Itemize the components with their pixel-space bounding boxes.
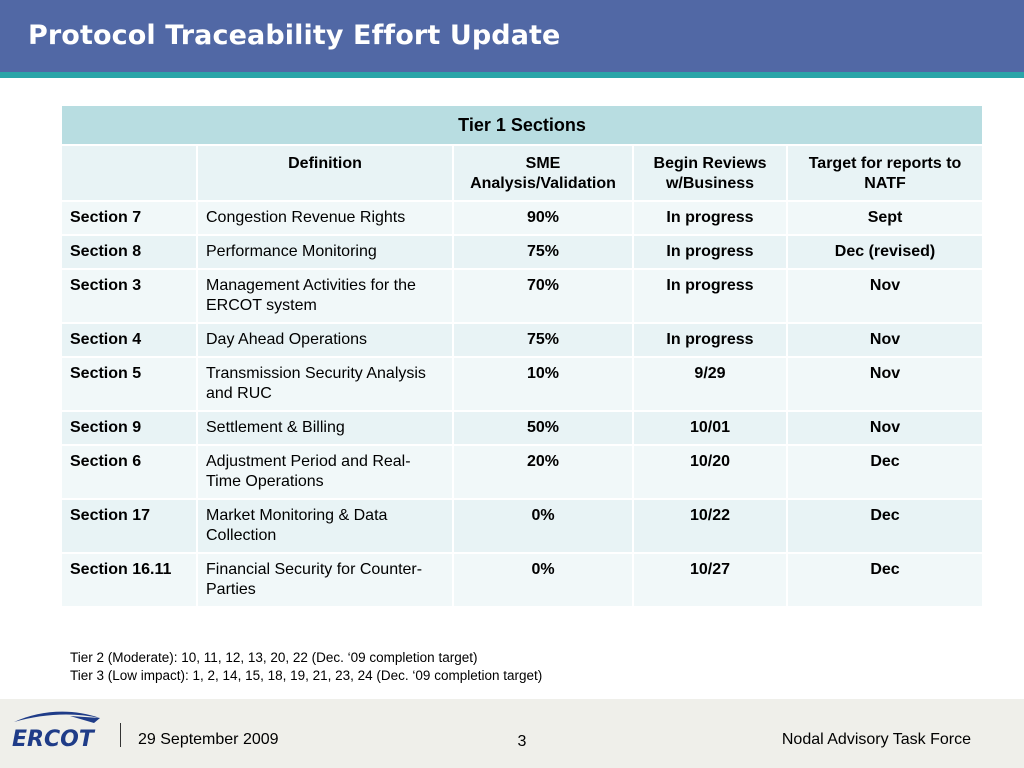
review-cell: 10/27 [632,552,788,608]
definition-cell: Management Activities for the ERCOT syst… [196,268,454,324]
sme-cell: 0% [452,498,634,554]
sme-cell: 90% [452,200,634,236]
tier3-note: Tier 3 (Low impact): 1, 2, 14, 15, 18, 1… [70,668,543,683]
sme-cell: 10% [452,356,634,412]
column-header [60,144,198,202]
sme-cell: 70% [452,268,634,324]
definition-cell: Settlement & Billing [196,410,454,446]
tier1-table: Tier 1 Sections Definition SME Analysis/… [59,104,985,608]
sme-cell: 0% [452,552,634,608]
definition-cell: Financial Security for Counter-Parties [196,552,454,608]
table-row: Section 7 Congestion Revenue Rights 90% In … [60,200,985,236]
section-cell: Section 3 [60,268,198,324]
review-cell: 10/20 [632,444,788,500]
slide-title: Protocol Traceability Effort Update [28,20,561,51]
table-row: Section 4 Day Ahead Operations 75% In progr… [60,322,985,358]
definition-cell: Congestion Revenue Rights [196,200,454,236]
table-row: Section 8 Performance Monitoring 75% In pro… [60,234,985,270]
target-cell: Nov [785,410,985,446]
page-number: 3 [517,733,527,750]
section-cell: Section 9 [60,410,198,446]
review-cell: 10/22 [632,498,788,554]
review-cell: In progress [632,234,788,270]
target-cell: Nov [785,268,985,324]
slide-header [0,0,1024,72]
sme-cell: 50% [452,410,634,446]
definition-cell: Market Monitoring & Data Collection [196,498,454,554]
definition-cell: Adjustment Period and Real-Time Operatio… [196,444,454,500]
table-row: Section 16.11 Financial Security for Coun… [60,552,985,608]
column-header: Definition [196,144,454,202]
section-cell: Section 5 [60,356,198,412]
section-cell: Section 17 [60,498,198,554]
sme-cell: 75% [452,234,634,270]
table-row: Section 9 Settlement & Billing 50% 10/01 Nov [60,410,985,446]
definition-cell: Performance Monitoring [196,234,454,270]
ercot-logo: ERCOT [10,708,104,757]
table-row: Section 6 Adjustment Period and Real-Time… [60,444,985,500]
header-stripe [0,72,1024,78]
logo-wordmark: ERCOT [12,727,96,752]
sme-cell: 75% [452,322,634,358]
definition-cell: Day Ahead Operations [196,322,454,358]
section-cell: Section 7 [60,200,198,236]
section-cell: Section 16.11 [60,552,198,608]
target-cell: Sept [785,200,985,236]
target-cell: Nov [785,356,985,412]
sme-cell: 20% [452,444,634,500]
review-cell: In progress [632,268,788,324]
footer-divider [120,723,121,747]
target-cell: Nov [785,322,985,358]
slide-footer [0,699,1024,768]
column-header: SME Analysis/Validation [452,144,634,202]
footer-organization: Nodal Advisory Task Force [781,731,971,748]
tier-notes: Tier 2 (Moderate): 10, 11, 12, 13, 20, 2… [70,649,542,685]
table-caption: Tier 1 Sections [59,104,985,146]
review-cell: In progress [632,200,788,236]
table-row: Section 3 Management Activities for the E… [60,268,985,324]
tier2-note: Tier 2 (Moderate): 10, 11, 12, 13, 20, 2… [70,650,478,665]
target-cell: Dec [785,444,985,500]
definition-cell: Transmission Security Analysis and RUC [196,356,454,412]
section-cell: Section 8 [60,234,198,270]
table-row: Section 17 Market Monitoring & Data Colle… [60,498,985,554]
review-cell: In progress [632,322,788,358]
review-cell: 10/01 [632,410,788,446]
table-row: Section 5 Transmission Security Analysis … [60,356,985,412]
target-cell: Dec [785,552,985,608]
column-header: Target for reports to NATF [785,144,985,202]
column-header: Begin Reviews w/Business [632,144,788,202]
section-cell: Section 4 [60,322,198,358]
target-cell: Dec [785,498,985,554]
target-cell: Dec (revised) [785,234,985,270]
column-header-row: Definition SME Analysis/Validation Begin… [60,144,985,202]
review-cell: 9/29 [632,356,788,412]
ercot-logo-icon: ERCOT [12,711,100,752]
section-cell: Section 6 [60,444,198,500]
footer-date: 29 September 2009 [138,731,279,748]
